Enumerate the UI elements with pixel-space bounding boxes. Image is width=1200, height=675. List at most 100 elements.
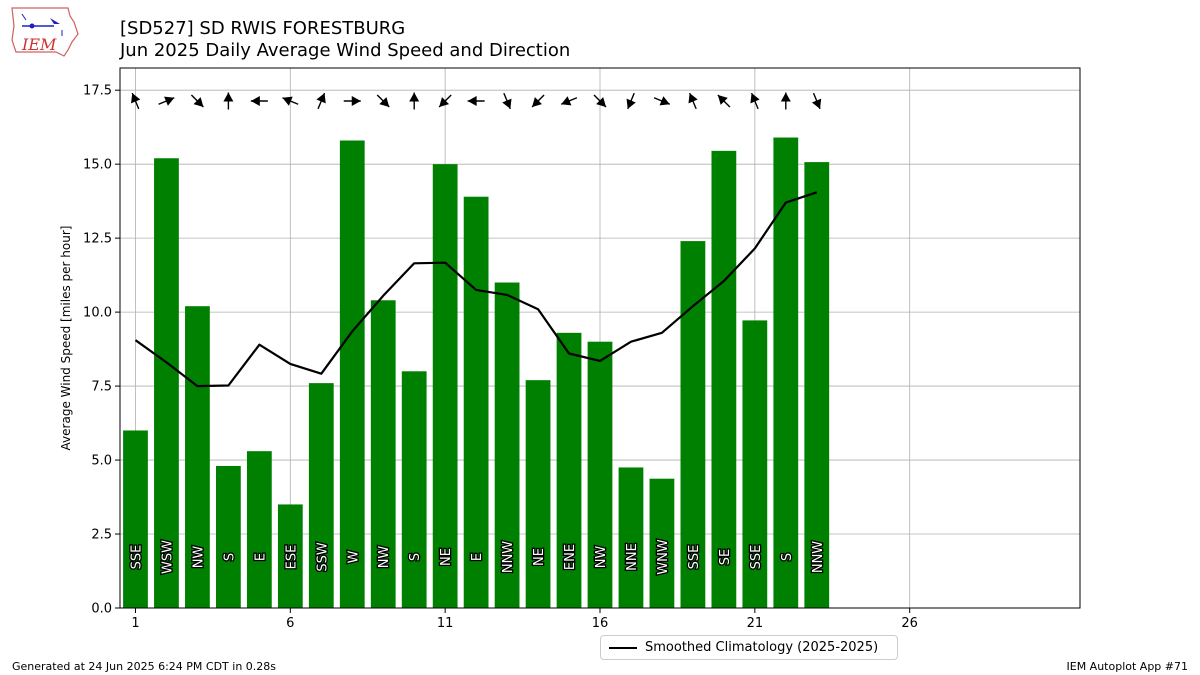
direction-label: S <box>408 553 423 561</box>
arrow-head <box>502 98 512 109</box>
arrow-head <box>561 96 572 106</box>
legend-line-swatch <box>609 647 637 649</box>
wind-bar <box>185 306 210 608</box>
direction-label: NW <box>191 546 206 569</box>
arrow-head <box>351 96 361 106</box>
arrow-head <box>750 93 760 104</box>
direction-label: SE <box>718 549 733 565</box>
x-tick-label: 16 <box>592 616 609 631</box>
wind-bar <box>680 241 706 608</box>
wind-bar <box>804 162 830 609</box>
wind-bar <box>246 451 272 608</box>
arrow-head <box>811 98 822 109</box>
wind-bar <box>432 164 458 609</box>
y-tick-label: 10.0 <box>83 306 112 321</box>
direction-label: SSE <box>749 545 764 570</box>
direction-arrows <box>131 92 822 110</box>
wind-bar <box>370 300 396 608</box>
wind-direction-arrow <box>502 92 512 110</box>
legend: Smoothed Climatology (2025-2025) <box>600 635 898 660</box>
arrow-head <box>316 93 326 104</box>
wind-bar <box>649 478 675 608</box>
y-tick-label: 5.0 <box>91 454 112 469</box>
direction-label: NE <box>439 548 454 566</box>
app-credit: IEM Autoplot App #71 <box>1066 660 1189 673</box>
wind-direction-arrow <box>250 96 268 106</box>
wind-direction-arrow <box>343 96 361 106</box>
climatology-line <box>134 191 818 388</box>
y-tick-label: 17.5 <box>83 84 112 99</box>
wind-bar <box>308 383 334 608</box>
direction-label: ENE <box>563 544 578 570</box>
direction-label: SSE <box>129 545 144 570</box>
wind-direction-arrow <box>190 94 204 108</box>
direction-label: WSW <box>160 540 175 574</box>
wind-direction-arrow <box>750 92 760 110</box>
wind-bar <box>742 320 768 608</box>
arrow-head <box>409 92 420 102</box>
direction-label: E <box>470 553 485 561</box>
direction-label: S <box>780 553 795 561</box>
y-tick-label: 0.0 <box>91 602 112 617</box>
arrow-head <box>596 97 607 108</box>
direction-label: SSW <box>315 542 330 572</box>
iem-logo: IEM <box>11 7 79 57</box>
wind-direction-arrow <box>467 96 485 106</box>
direction-label: SSE <box>687 545 702 570</box>
y-tick-label: 7.5 <box>91 380 112 395</box>
y-tick-label: 15.0 <box>83 158 112 173</box>
arrow-head <box>223 92 234 102</box>
wind-direction-arrow <box>811 92 822 110</box>
wind-direction-arrow <box>409 92 420 110</box>
wind-bar <box>618 467 644 608</box>
svg-text:IEM: IEM <box>21 35 57 54</box>
wind-direction-arrow <box>626 92 636 110</box>
x-tick-label: 11 <box>437 616 454 631</box>
wind-bar <box>773 137 799 608</box>
wind-direction-arrow <box>688 92 698 110</box>
arrow-head <box>164 96 175 106</box>
x-tick-label: 6 <box>286 616 294 631</box>
arrow-head <box>250 96 260 106</box>
climatology-series-line <box>134 191 818 388</box>
wind-direction-arrow <box>717 94 731 108</box>
wind-bar <box>401 371 427 608</box>
wind-bar <box>277 504 303 608</box>
arrow-head <box>439 97 450 108</box>
axes: 1 6 11 16 21 260.02.55.07.510.012.515.017.5 <box>83 67 1081 631</box>
direction-label: NNW <box>811 541 826 573</box>
arrow-head <box>659 96 670 106</box>
arrow-head <box>780 92 791 102</box>
wind-bar <box>556 332 582 608</box>
arrow-head <box>688 93 698 104</box>
wind-bar <box>339 140 365 608</box>
grid-lines <box>120 68 1080 609</box>
x-tick-label: 26 <box>901 616 918 631</box>
y-tick-label: 12.5 <box>83 232 112 247</box>
y-axis-label: Average Wind Speed [miles per hour] <box>59 226 73 451</box>
generated-timestamp: Generated at 24 Jun 2025 6:24 PM CDT in … <box>12 660 277 673</box>
wind-direction-arrow <box>560 96 578 106</box>
wind-direction-arrow <box>131 92 141 110</box>
direction-label: W <box>346 550 361 563</box>
wind-direction-arrow <box>653 96 671 106</box>
arrow-head <box>193 97 204 108</box>
y-tick-label: 2.5 <box>91 528 112 543</box>
wind-bar <box>463 196 489 608</box>
direction-label: NNW <box>501 541 516 573</box>
direction-label: NNE <box>625 543 640 571</box>
wind-direction-arrow <box>316 92 326 110</box>
direction-label: NW <box>594 546 609 569</box>
wind-bar <box>216 465 241 608</box>
wind-direction-arrow <box>593 94 607 108</box>
direction-label: NW <box>377 546 392 569</box>
direction-label: WNW <box>656 539 671 575</box>
arrow-head <box>131 93 141 104</box>
wind-bar <box>711 150 737 609</box>
wind-bar <box>525 380 551 608</box>
wind-direction-arrow <box>531 94 545 108</box>
wind-direction-arrow <box>223 92 234 110</box>
arrow-head <box>379 97 390 108</box>
wind-bar <box>154 158 179 608</box>
